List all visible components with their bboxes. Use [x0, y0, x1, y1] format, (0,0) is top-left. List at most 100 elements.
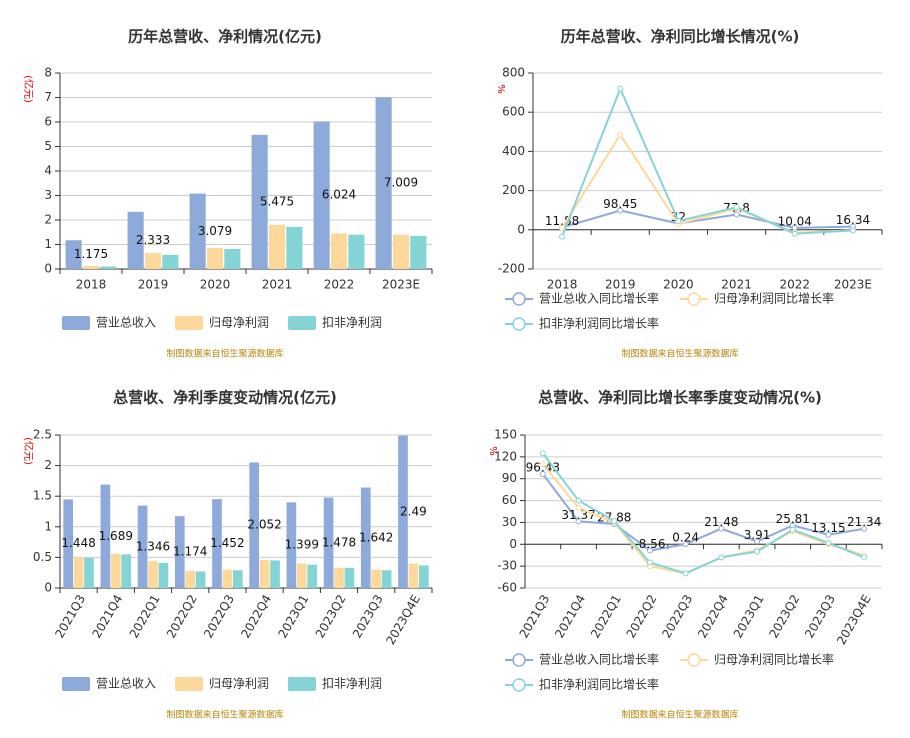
x-tick-label: 2023Q2 [766, 592, 802, 640]
bar [418, 565, 429, 588]
y-tick-label: 0 [44, 262, 52, 276]
bar [286, 226, 303, 269]
point [789, 526, 796, 533]
value-label: 21.48 [704, 515, 738, 529]
point [559, 233, 566, 240]
x-tick-label: 2018 [76, 278, 107, 292]
bar [100, 484, 111, 588]
legend-swatch [687, 653, 701, 667]
chart-title: 总营收、净利同比增长率季度变动情况(%) [538, 389, 822, 407]
y-tick-label: 2 [44, 458, 52, 472]
x-tick-label: 2022Q4 [695, 592, 731, 640]
bar [381, 570, 392, 588]
legend-swatch [62, 677, 90, 691]
bar [270, 560, 280, 588]
bar [348, 234, 365, 269]
value-label: 21.34 [847, 515, 881, 529]
value-label: 25.81 [776, 512, 810, 526]
x-tick-label: 2022 [779, 278, 810, 292]
bar [144, 253, 162, 269]
x-tick-label: 2023Q1 [731, 592, 767, 640]
value-label: 10.04 [778, 214, 812, 228]
y-tick-label: 4 [44, 164, 52, 178]
x-tick-label: 2023Q4E [383, 592, 423, 647]
bar [344, 567, 355, 588]
value-label: 0.24 [672, 531, 699, 545]
bar [249, 462, 260, 588]
legend-swatch [288, 677, 316, 691]
x-tick-label: 2023E [834, 278, 872, 292]
line [542, 473, 865, 552]
point [861, 525, 868, 532]
x-tick-label: 2022 [324, 278, 355, 292]
value-label: 27.88 [597, 510, 631, 524]
bar [268, 224, 286, 269]
x-tick-label: 2022Q2 [624, 592, 660, 640]
y-tick-label: 5 [44, 139, 52, 153]
bar [232, 570, 243, 588]
y-tick-label: 90 [502, 471, 517, 485]
bar [296, 563, 307, 588]
point [825, 539, 832, 546]
point [575, 504, 582, 511]
chart-title: 历年总营收、净利同比增长情况(%) [561, 28, 800, 46]
bar [100, 266, 117, 269]
value-label: 13.15 [811, 521, 845, 535]
y-tick-label: 600 [502, 105, 525, 119]
value-label: 1.448 [61, 536, 95, 550]
y-tick-label: 7 [44, 90, 52, 104]
bar [222, 569, 233, 588]
point [849, 227, 856, 234]
value-label: 16.34 [836, 213, 870, 227]
bar [212, 499, 222, 588]
chart-title: 总营收、净利季度变动情况(亿元) [113, 389, 337, 407]
y-tick-label: 1 [44, 519, 52, 533]
value-label: 1.346 [136, 539, 170, 553]
point [617, 207, 624, 214]
bar [398, 435, 408, 588]
point [733, 211, 740, 218]
legend-swatch [512, 292, 526, 306]
y-tick-label: 60 [502, 493, 517, 507]
source-note: 制图数据来自恒生聚源数据库 [621, 709, 738, 721]
bar [63, 499, 74, 588]
legend-label: 归母净利润同比增长率 [714, 291, 834, 306]
x-tick-label: 2022Q1 [127, 592, 163, 640]
point [718, 525, 725, 532]
y-tick-label: 0.5 [33, 550, 52, 564]
bar [392, 234, 410, 269]
bar [323, 497, 334, 588]
bar [330, 233, 348, 269]
bar [408, 563, 419, 588]
bar [286, 502, 297, 588]
chart-title: 历年总营收、净利情况(亿元) [128, 28, 322, 46]
bar [121, 554, 132, 588]
y-tick-label: 150 [494, 428, 517, 442]
value-label: 1.399 [285, 538, 319, 552]
bar [65, 240, 82, 269]
y-tick-label: 200 [502, 183, 525, 197]
bar [137, 505, 148, 588]
bar [73, 557, 84, 588]
y-tick-label: 0 [44, 581, 52, 595]
x-tick-label: 2021 [262, 278, 293, 292]
x-tick-label: 2018 [547, 278, 578, 292]
bar [82, 265, 100, 269]
y-tick-label: 400 [502, 144, 525, 158]
value-label: 1.452 [210, 536, 244, 550]
point [682, 541, 689, 548]
point [617, 85, 624, 92]
point [718, 554, 725, 561]
value-label: 1.689 [99, 529, 133, 543]
point [754, 538, 761, 545]
x-tick-label: 2021Q3 [517, 592, 553, 640]
bar [174, 516, 185, 588]
y-tick-label: -60 [497, 581, 517, 595]
value-label: -8.56 [634, 537, 665, 551]
y-tick-label: 0 [517, 222, 525, 236]
y-axis-label: (亿元) [22, 437, 35, 465]
bar [189, 193, 206, 269]
line [561, 209, 853, 229]
y-tick-label: 120 [494, 449, 517, 463]
value-label: 2.052 [247, 518, 281, 532]
